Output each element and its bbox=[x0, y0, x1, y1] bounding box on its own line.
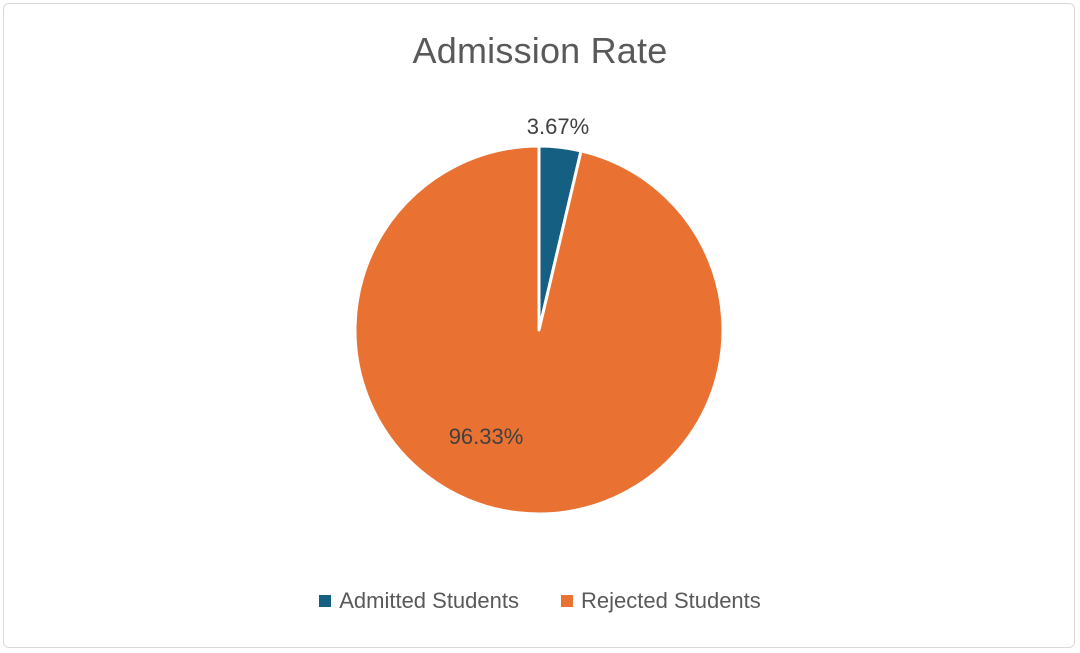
pie-slice-rejected bbox=[353, 144, 725, 516]
legend-item-admitted: Admitted Students bbox=[319, 588, 519, 614]
legend: Admitted Students Rejected Students bbox=[0, 588, 1080, 614]
legend-label-admitted: Admitted Students bbox=[339, 588, 519, 613]
legend-swatch-admitted bbox=[319, 595, 332, 607]
legend-swatch-rejected bbox=[561, 595, 573, 607]
legend-item-rejected: Rejected Students bbox=[561, 588, 761, 614]
legend-label-rejected: Rejected Students bbox=[581, 588, 761, 613]
data-label-rejected: 96.33% bbox=[449, 424, 524, 449]
data-label-admitted: 3.67% bbox=[527, 114, 589, 139]
chart-title: Admission Rate bbox=[412, 30, 668, 71]
